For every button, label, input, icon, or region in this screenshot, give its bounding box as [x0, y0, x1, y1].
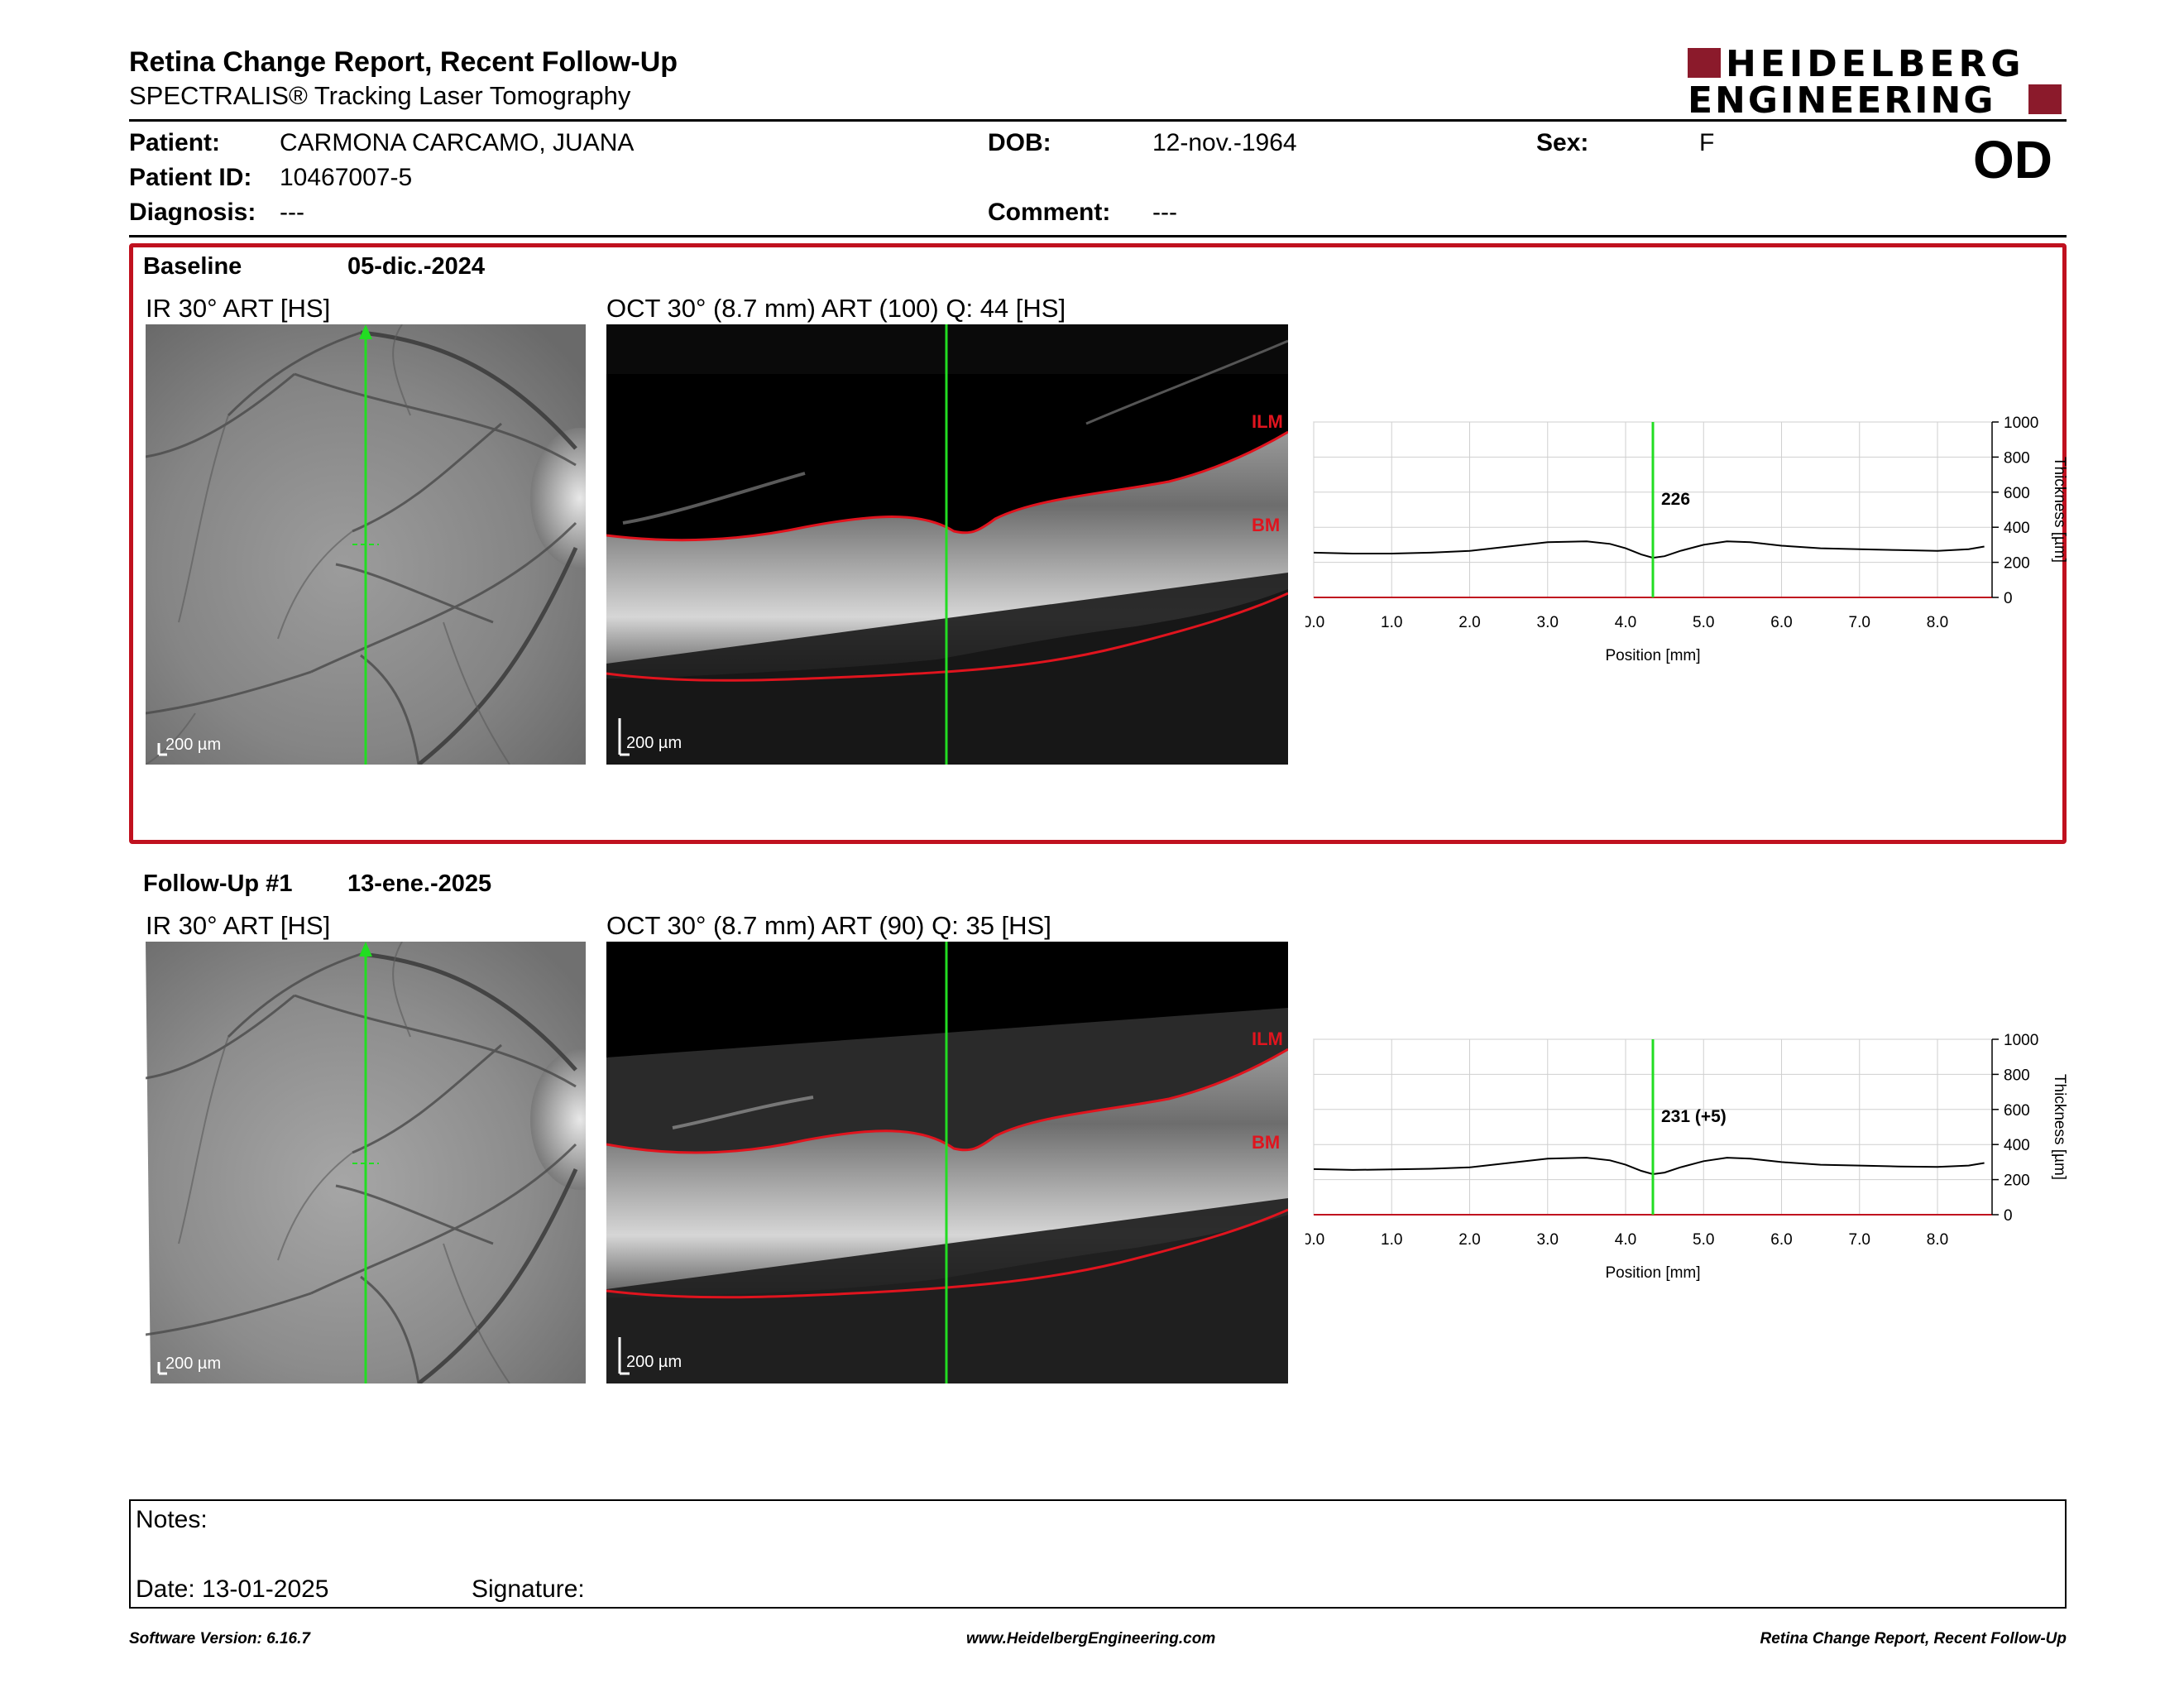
y-tick-label: 0 — [2004, 1207, 2013, 1225]
y-tick-label: 800 — [2004, 1067, 2030, 1084]
footer-url[interactable]: www.HeidelbergEngineering.com — [966, 1630, 1216, 1647]
followup-bm-label: BM — [1252, 1132, 1280, 1153]
baseline-label: Baseline — [143, 253, 242, 280]
report-subtitle: SPECTRALIS® Tracking Laser Tomography — [129, 81, 631, 110]
sex-value: F — [1699, 129, 1715, 156]
date-label: Date: 13-01-2025 — [136, 1575, 329, 1603]
x-tick-label: 6.0 — [1770, 1231, 1792, 1249]
notes-box[interactable]: Notes: Date: 13-01-2025 Signature: — [129, 1499, 2067, 1609]
x-tick-label: 8.0 — [1927, 1231, 1948, 1249]
y-tick-label: 400 — [2004, 520, 2030, 537]
followup-ir-label: IR 30° ART [HS] — [146, 911, 331, 940]
y-tick-label: 800 — [2004, 449, 2030, 467]
baseline-ir-fundus-image[interactable]: 200 µm — [146, 324, 586, 765]
comment-label: Comment: — [988, 199, 1111, 226]
followup-oct-label: OCT 30° (8.7 mm) ART (90) Q: 35 [HS] — [606, 911, 1051, 940]
followup-date: 13-ene.-2025 — [347, 870, 492, 897]
dob-label: DOB: — [988, 129, 1051, 156]
report-title: Retina Change Report, Recent Follow-Up — [129, 46, 678, 78]
patient-name: CARMONA CARCAMO, JUANA — [280, 129, 635, 156]
signature-label: Signature: — [472, 1575, 585, 1603]
baseline-bm-label: BM — [1252, 515, 1280, 535]
y-tick-label: 200 — [2004, 555, 2030, 573]
x-tick-label: 4.0 — [1615, 1231, 1636, 1249]
cursor-value-label: 226 — [1661, 490, 1690, 509]
x-tick-label: 2.0 — [1458, 614, 1480, 631]
followup-ir-scale: 200 µm — [165, 1355, 221, 1373]
x-tick-label: 7.0 — [1849, 614, 1870, 631]
x-tick-label: 5.0 — [1693, 614, 1714, 631]
baseline-ir-scale: 200 µm — [165, 736, 221, 754]
eye-indicator: OD — [1973, 130, 2052, 189]
company-logo: HEIDELBERG ENGINEERING — [1688, 43, 2068, 122]
baseline-oct-scale: 200 µm — [626, 734, 682, 752]
logo-line2: ENGINEERING — [1688, 79, 1996, 122]
notes-label: Notes: — [136, 1506, 208, 1533]
x-tick-label: 1.0 — [1381, 614, 1402, 631]
header-rule-bottom — [129, 235, 2067, 237]
y-tick-label: 1000 — [2004, 1032, 2038, 1049]
followup-oct-bscan[interactable]: ILM BM 200 µm — [606, 942, 1288, 1383]
header-rule-top — [129, 119, 2067, 122]
x-tick-label: 0.0 — [1305, 614, 1324, 631]
x-tick-label: 3.0 — [1537, 1231, 1559, 1249]
baseline-ir-label: IR 30° ART [HS] — [146, 294, 331, 323]
comment-value: --- — [1152, 199, 1177, 226]
thickness-series-line — [1313, 540, 1985, 559]
baseline-section-highlight — [129, 243, 2067, 844]
patient-id: 10467007-5 — [280, 164, 413, 191]
logo-line1: HEIDELBERG — [1726, 43, 2025, 85]
y-tick-label: 200 — [2004, 1172, 2030, 1190]
baseline-oct-bscan[interactable]: ILM BM 200 µm — [606, 324, 1288, 765]
x-tick-label: 0.0 — [1305, 1231, 1324, 1249]
baseline-date: 05-dic.-2024 — [347, 253, 486, 280]
followup-ilm-label: ILM — [1252, 1029, 1283, 1049]
footer-report-name: Retina Change Report, Recent Follow-Up — [1760, 1630, 2067, 1647]
x-axis-label: Position [mm] — [1605, 1264, 1700, 1282]
baseline-ilm-label: ILM — [1252, 411, 1283, 432]
diagnosis-label: Diagnosis: — [129, 199, 256, 226]
y-tick-label: 0 — [2004, 590, 2013, 607]
cursor-value-label: 231 (+5) — [1661, 1107, 1727, 1126]
logo-square-top — [1688, 48, 1721, 78]
baseline-oct-label: OCT 30° (8.7 mm) ART (100) Q: 44 [HS] — [606, 294, 1066, 323]
followup-ir-fundus-image[interactable]: 200 µm — [146, 942, 586, 1383]
y-axis-label: Thickness [µm] — [2051, 457, 2067, 563]
y-tick-label: 1000 — [2004, 415, 2038, 432]
y-tick-label: 600 — [2004, 485, 2030, 502]
followup-thickness-chart: 0 200 400 600 800 1000 0.0 1.0 2.0 3.0 4.0 5.0 6.0 7.… — [1303, 1031, 2068, 1296]
followup-label: Follow-Up #1 — [143, 870, 293, 897]
x-tick-label: 1.0 — [1381, 1231, 1402, 1249]
sex-label: Sex: — [1536, 129, 1589, 156]
logo-square-bottom — [2028, 84, 2062, 114]
x-tick-label: 8.0 — [1927, 614, 1948, 631]
y-axis-label: Thickness [µm] — [2051, 1074, 2067, 1180]
patient-name-label: Patient: — [129, 129, 221, 156]
x-axis-label: Position [mm] — [1605, 647, 1700, 664]
patient-id-label: Patient ID: — [129, 164, 252, 191]
x-tick-label: 2.0 — [1458, 1231, 1480, 1249]
baseline-thickness-chart: 0 200 400 600 800 1000 0.0 1.0 2.0 3.0 4.0 5.0 6.0 7.… — [1303, 414, 2068, 679]
y-tick-label: 400 — [2004, 1137, 2030, 1154]
x-tick-label: 4.0 — [1615, 614, 1636, 631]
x-tick-label: 6.0 — [1770, 614, 1792, 631]
diagnosis-value: --- — [280, 199, 304, 226]
followup-oct-scale: 200 µm — [626, 1353, 682, 1371]
x-tick-label: 3.0 — [1537, 614, 1559, 631]
dob-value: 12-nov.-1964 — [1152, 129, 1297, 156]
x-tick-label: 5.0 — [1693, 1231, 1714, 1249]
y-tick-label: 600 — [2004, 1102, 2030, 1120]
thickness-series-line — [1313, 1157, 1985, 1176]
x-tick-label: 7.0 — [1849, 1231, 1870, 1249]
footer-version: Software Version: 6.16.7 — [129, 1630, 310, 1647]
